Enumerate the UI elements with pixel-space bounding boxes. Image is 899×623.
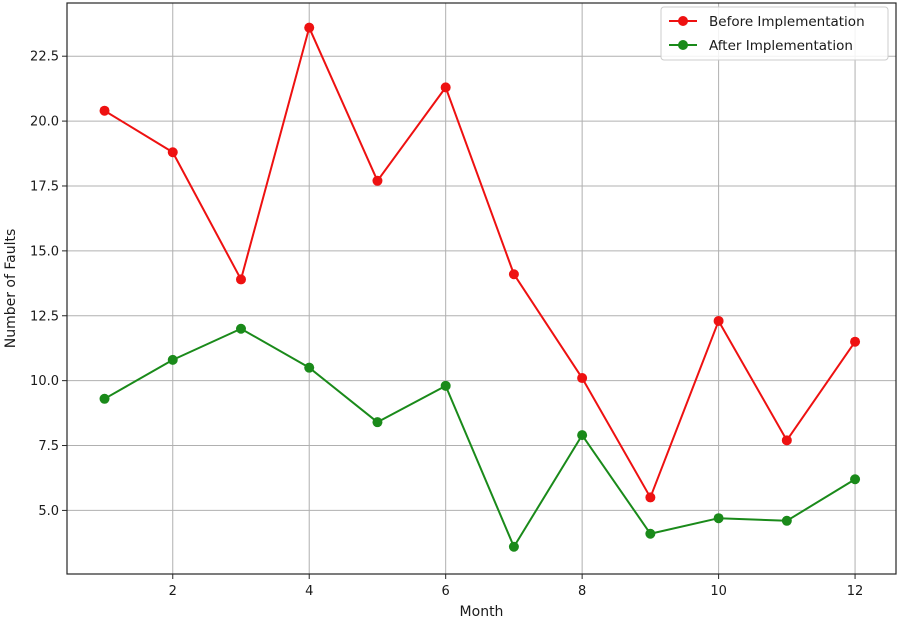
before-implementation-point <box>713 315 724 326</box>
after-implementation-point <box>577 430 588 441</box>
before-implementation-point <box>99 105 110 116</box>
after-implementation-point <box>372 417 383 428</box>
before-implementation-point <box>850 336 861 347</box>
series-layer <box>99 22 861 552</box>
y-tick-label: 17.5 <box>30 179 59 194</box>
y-tick-label: 15.0 <box>30 244 59 259</box>
after-implementation-point <box>304 362 315 373</box>
before-implementation-point <box>372 175 383 186</box>
y-tick-label: 22.5 <box>30 50 59 65</box>
legend-after-implementation-label: After Implementation <box>709 38 853 54</box>
plot-frame <box>66 2 897 575</box>
ticks: 2 4 6 8 10 12 5.0 7.5 10.0 12.5 15.0 17.5 20.0 22.5 <box>30 50 863 599</box>
legend-after-implementation-marker <box>678 40 688 50</box>
before-implementation-point <box>577 373 588 384</box>
legend-before-implementation-marker <box>678 16 688 26</box>
x-tick-label: 8 <box>578 584 586 599</box>
after-implementation-point <box>850 474 861 485</box>
before-implementation-line <box>104 26 856 499</box>
after-implementation-point <box>508 541 519 552</box>
before-implementation-point <box>167 147 178 158</box>
before-implementation-point <box>440 82 451 93</box>
x-axis-label: Month <box>460 604 504 619</box>
after-implementation-point <box>645 528 656 539</box>
legend-box <box>660 6 889 61</box>
after-implementation-point <box>440 380 451 391</box>
before-implementation-point <box>508 269 519 280</box>
legend: Before Implementation After Implementatio… <box>660 6 889 61</box>
before-implementation-point <box>645 492 656 503</box>
x-tick-label: 12 <box>847 584 864 599</box>
x-tick-label: 6 <box>442 584 450 599</box>
before-implementation-point <box>304 22 315 33</box>
after-implementation-point <box>99 393 110 404</box>
before-implementation-point <box>235 274 246 285</box>
after-implementation-point <box>713 513 724 524</box>
after-implementation-line <box>104 327 856 548</box>
after-implementation-point <box>235 323 246 334</box>
x-tick-label: 10 <box>710 584 727 599</box>
x-tick-label: 4 <box>305 584 313 599</box>
after-implementation-point <box>167 354 178 365</box>
y-tick-label: 5.0 <box>38 504 59 519</box>
y-tick-label: 20.0 <box>30 115 59 130</box>
y-tick-label: 7.5 <box>38 439 59 454</box>
legend-before-implementation-label: Before Implementation <box>709 14 865 30</box>
y-tick-label: 10.0 <box>30 374 59 389</box>
before-implementation-point <box>781 435 792 446</box>
y-axis-label: Number of Faults <box>3 229 19 349</box>
x-tick-label: 2 <box>169 584 177 599</box>
y-tick-label: 12.5 <box>30 309 59 324</box>
after-implementation-point <box>781 515 792 526</box>
